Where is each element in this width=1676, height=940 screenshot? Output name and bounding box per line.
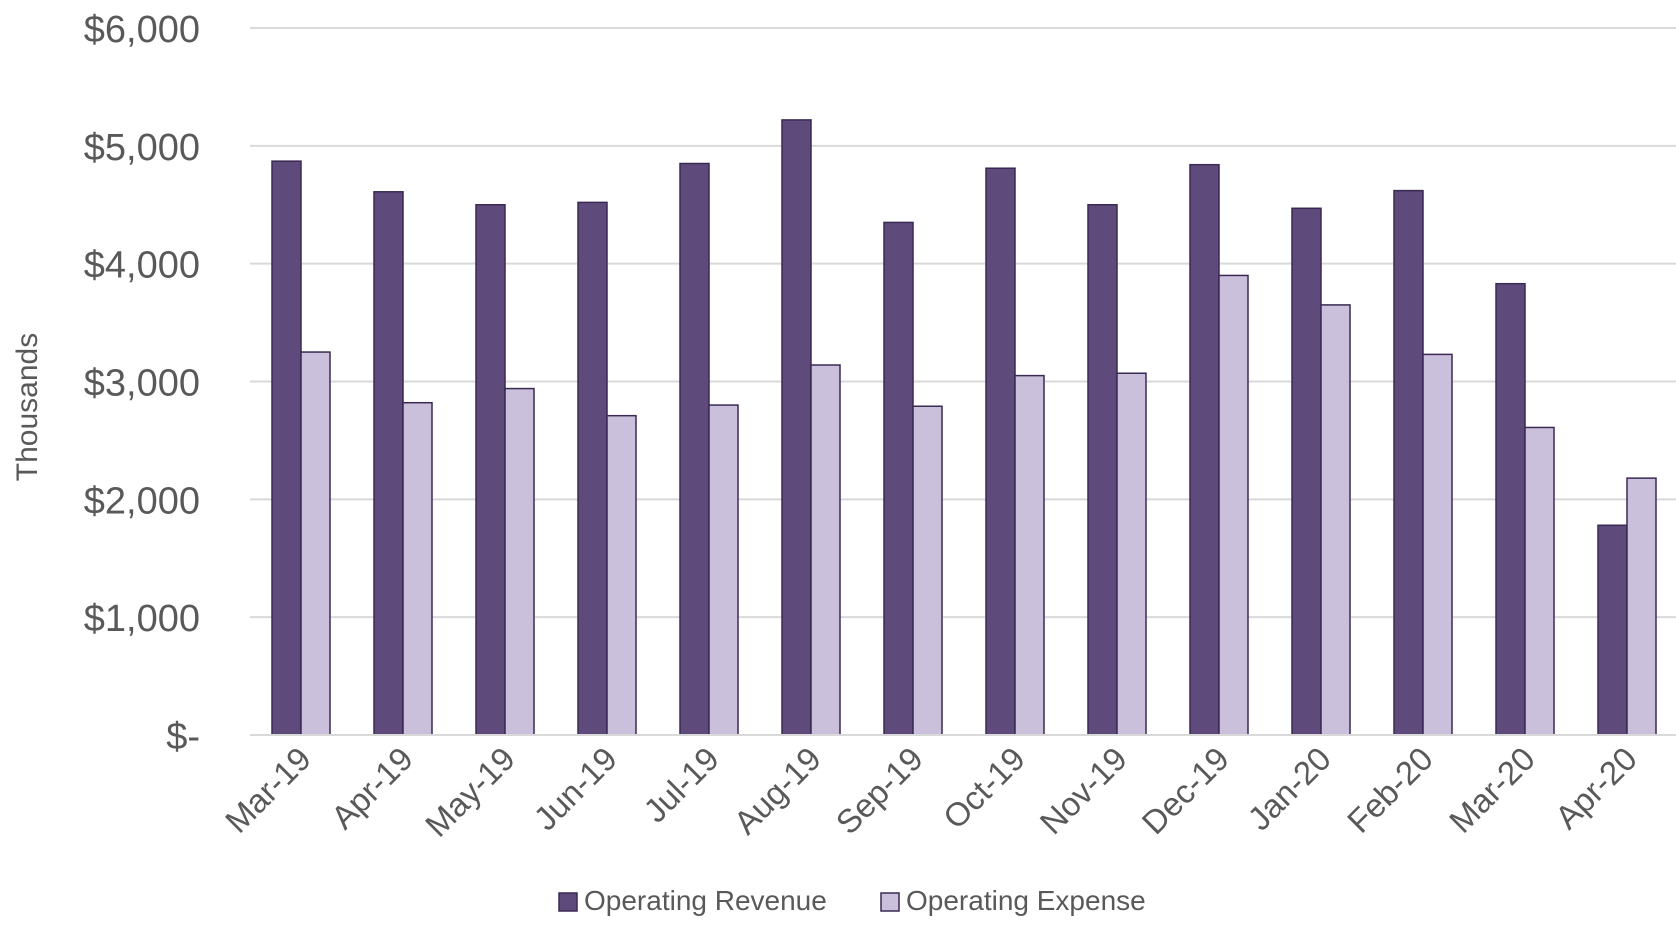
x-tick-label: Apr-20 [1548, 740, 1644, 836]
y-tick-label: $3,000 [84, 363, 200, 405]
x-tick-label: Mar-20 [1442, 740, 1542, 840]
y-tick-label: $2,000 [84, 480, 200, 522]
x-tick-label: Jun-19 [526, 740, 624, 838]
bar-operating-expense [1218, 274, 1249, 736]
legend-swatch [558, 892, 578, 912]
x-tick-label: Oct-19 [936, 740, 1032, 836]
y-tick-label: $4,000 [84, 245, 200, 287]
legend-label: Operating Revenue [584, 885, 827, 916]
x-tick-label: Jul-19 [636, 740, 726, 830]
bar-operating-revenue [985, 167, 1016, 736]
bar-operating-revenue [1495, 282, 1526, 736]
y-tick-label: $5,000 [84, 127, 200, 169]
x-tick-label: Feb-20 [1340, 740, 1440, 840]
bar-operating-revenue [883, 221, 914, 736]
y-tick-label: $1,000 [84, 598, 200, 640]
bar-operating-expense [1014, 374, 1045, 736]
y-tick-label: $- [166, 716, 200, 758]
bar-operating-revenue [781, 119, 812, 736]
bar-operating-revenue [1291, 207, 1322, 736]
bar-operating-revenue [475, 204, 506, 736]
bar-operating-expense [1116, 372, 1147, 736]
x-tick-label: Nov-19 [1033, 740, 1134, 841]
legend-label: Operating Expense [906, 885, 1146, 916]
bar-operating-expense [1626, 477, 1657, 736]
x-tick-label: May-19 [418, 740, 522, 844]
bar-operating-expense [708, 404, 739, 736]
bar-operating-expense [1320, 304, 1351, 736]
bar-operating-revenue [577, 201, 608, 736]
x-tick-label: Aug-19 [727, 740, 828, 841]
x-tick-label: Dec-19 [1135, 740, 1236, 841]
bar-operating-revenue [679, 162, 710, 736]
gridlines [250, 27, 1676, 619]
bar-operating-expense [606, 414, 637, 736]
x-tick-label: Jan-20 [1240, 740, 1338, 838]
bar-operating-revenue [373, 191, 404, 736]
bar-operating-expense [300, 351, 331, 736]
legend-swatch [880, 892, 900, 912]
x-tick-label: Apr-19 [324, 740, 420, 836]
bar-operating-expense [402, 401, 433, 736]
bar-operating-expense [1422, 353, 1453, 736]
bar-operating-expense [912, 405, 943, 736]
bar-operating-revenue [1597, 524, 1628, 736]
x-tick-label: Sep-19 [829, 740, 930, 841]
bar-operating-revenue [1189, 163, 1220, 736]
bars [271, 119, 1657, 736]
bar-operating-revenue [1087, 204, 1118, 736]
x-tick-label: Mar-19 [218, 740, 318, 840]
legend: Operating Revenue Operating Expense [558, 885, 1146, 916]
y-axis-tick-labels: $- $1,000 $2,000 $3,000 $4,000 $5,000 $6,000 [84, 9, 200, 758]
bar-operating-revenue [1393, 189, 1424, 736]
bar-operating-revenue [271, 160, 302, 736]
y-axis-title: Thousands [11, 333, 44, 481]
bar-operating-expense [504, 387, 535, 736]
bar-operating-expense [810, 364, 841, 736]
bar-operating-expense [1524, 426, 1555, 736]
y-tick-label: $6,000 [84, 9, 200, 51]
